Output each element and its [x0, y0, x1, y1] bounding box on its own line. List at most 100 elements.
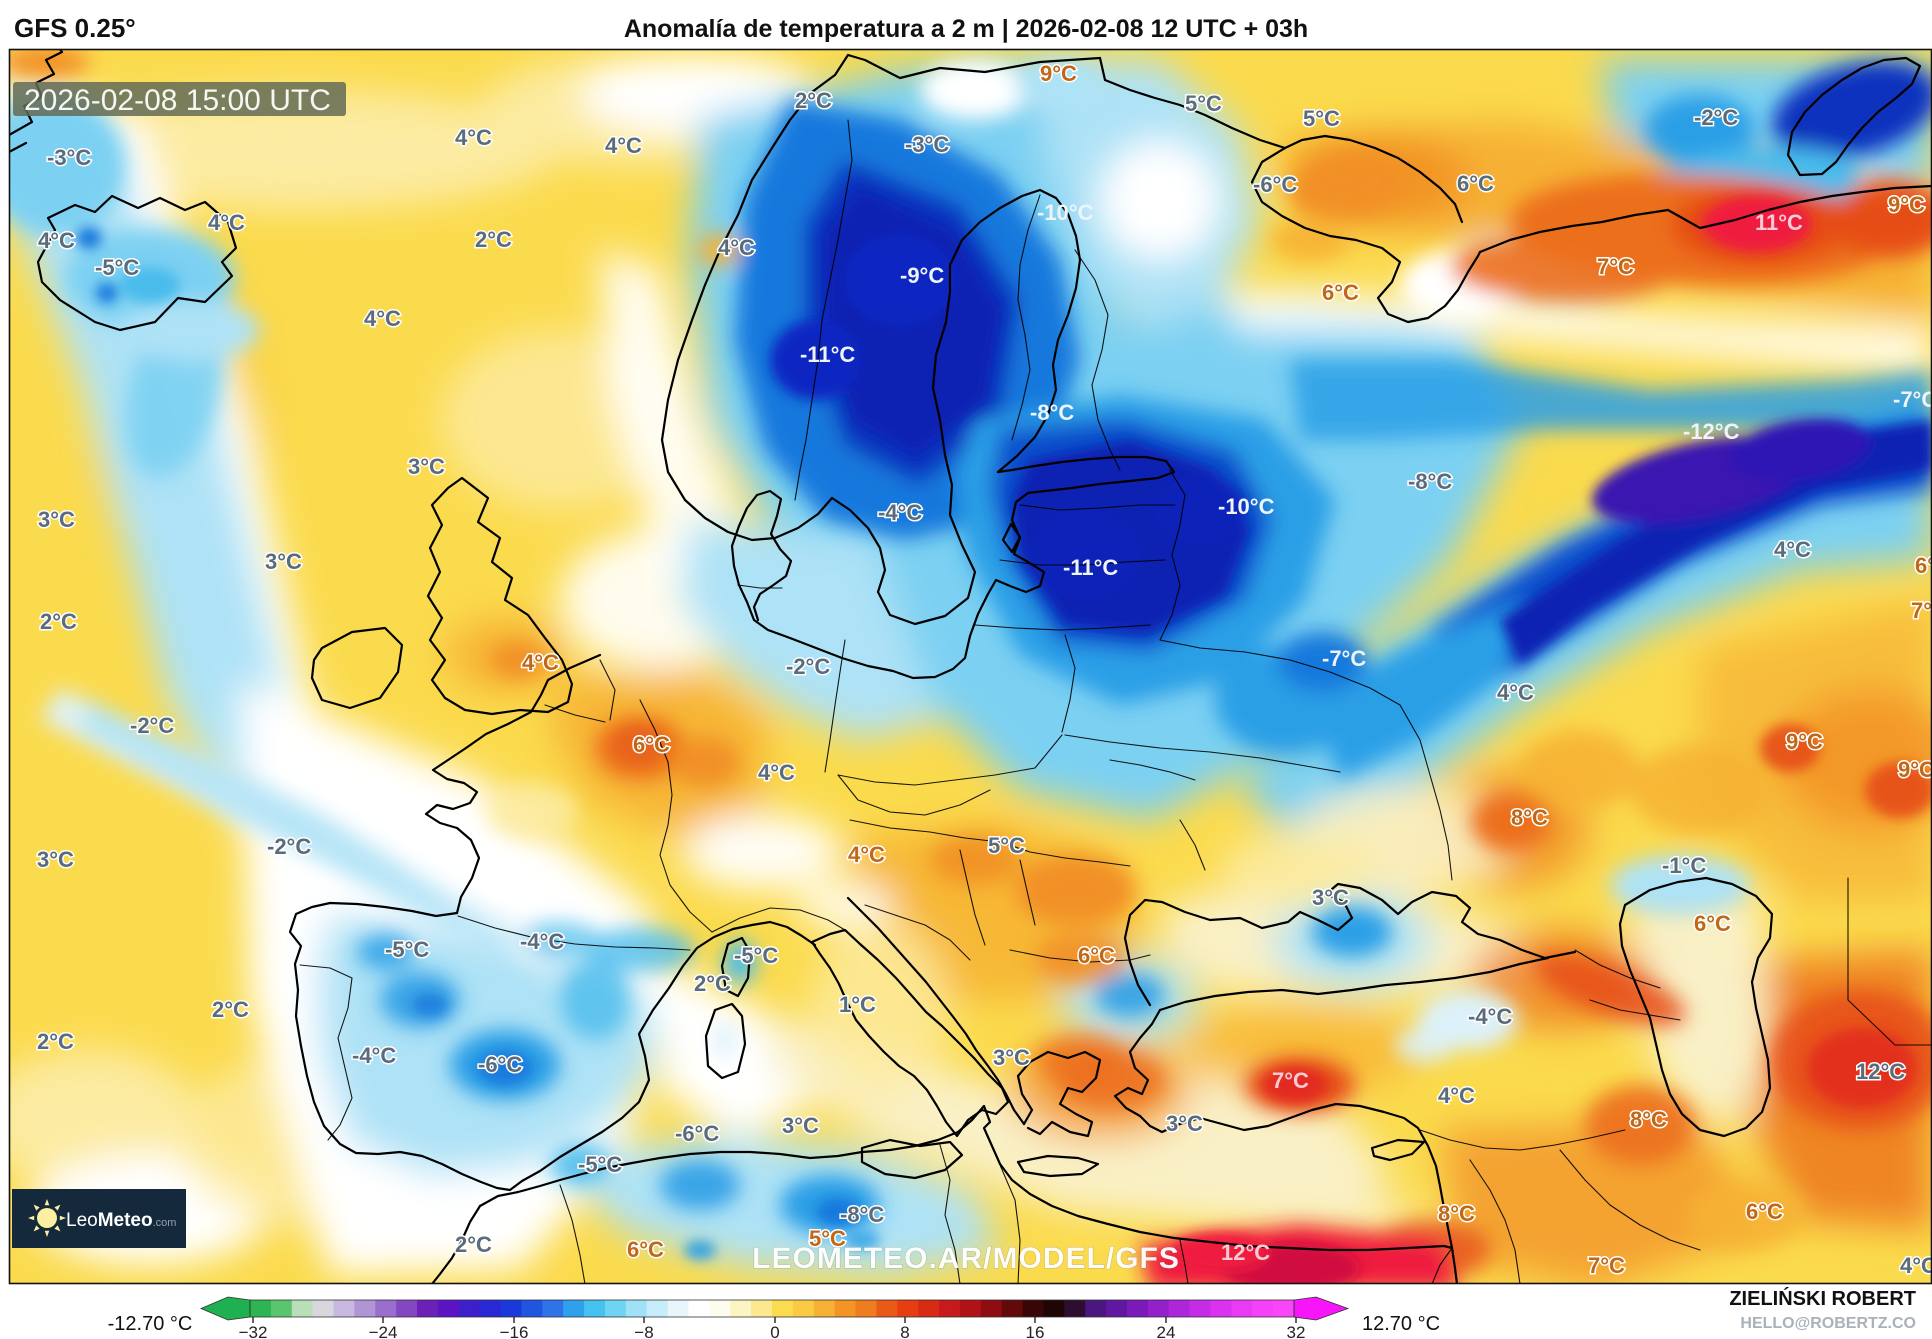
svg-text:4°C: 4°C — [364, 306, 401, 331]
svg-text:8°C: 8°C — [1630, 1107, 1667, 1132]
svg-text:12.70 °C: 12.70 °C — [1362, 1313, 1440, 1335]
svg-text:2°C: 2°C — [694, 971, 731, 996]
svg-text:4°C: 4°C — [38, 228, 75, 253]
svg-text:9°C: 9°C — [1040, 61, 1077, 86]
svg-text:6°C: 6°C — [1322, 280, 1359, 305]
svg-text:-2°C: -2°C — [267, 834, 311, 859]
svg-text:-11°C: -11°C — [800, 342, 855, 367]
svg-text:3°C: 3°C — [1312, 885, 1349, 910]
svg-text:4°C: 4°C — [522, 650, 559, 675]
svg-text:ZIELIŃSKI ROBERT: ZIELIŃSKI ROBERT — [1729, 1287, 1916, 1310]
svg-text:LeoMeteo.com: LeoMeteo.com — [66, 1210, 176, 1231]
svg-text:3°C: 3°C — [265, 549, 302, 574]
svg-text:-10°C: -10°C — [1037, 200, 1094, 225]
svg-text:3°C: 3°C — [38, 507, 75, 532]
svg-text:7°C: 7°C — [1597, 254, 1634, 279]
svg-text:8°C: 8°C — [1438, 1201, 1475, 1226]
svg-text:3°C: 3°C — [782, 1113, 819, 1138]
svg-text:-12°C: -12°C — [1683, 419, 1740, 444]
svg-text:8: 8 — [900, 1323, 909, 1339]
svg-text:2°C: 2°C — [475, 227, 512, 252]
svg-text:-2°C: -2°C — [1694, 105, 1738, 130]
svg-text:1°C: 1°C — [839, 992, 876, 1017]
svg-text:4°C: 4°C — [758, 760, 795, 785]
svg-text:6°C: 6°C — [1915, 553, 1932, 578]
svg-text:3°C: 3°C — [37, 847, 74, 872]
svg-text:4°C: 4°C — [605, 133, 642, 158]
svg-text:4°C: 4°C — [1497, 680, 1534, 705]
svg-text:-3°C: -3°C — [905, 132, 949, 157]
svg-text:LEOMETEO.AR/MODEL/GFS: LEOMETEO.AR/MODEL/GFS — [752, 1242, 1180, 1275]
svg-text:-6°C: -6°C — [675, 1121, 719, 1146]
svg-text:7°C: 7°C — [1911, 598, 1932, 623]
svg-text:3°C: 3°C — [993, 1045, 1030, 1070]
svg-text:-8°C: -8°C — [840, 1202, 884, 1227]
svg-text:4°C: 4°C — [1774, 537, 1811, 562]
svg-text:11°C: 11°C — [1755, 210, 1803, 235]
svg-text:-4°C: -4°C — [878, 500, 922, 525]
svg-text:-4°C: -4°C — [1468, 1004, 1512, 1029]
svg-text:6°C: 6°C — [1694, 911, 1731, 936]
svg-text:-11°C: -11°C — [1063, 555, 1118, 580]
svg-text:5°C: 5°C — [988, 833, 1025, 858]
svg-text:-4°C: -4°C — [352, 1043, 396, 1068]
svg-text:6°C: 6°C — [633, 732, 670, 757]
svg-text:4°C: 4°C — [1438, 1083, 1475, 1108]
svg-text:6°C: 6°C — [1457, 171, 1494, 196]
svg-text:−24: −24 — [369, 1323, 398, 1339]
svg-text:-5°C: -5°C — [734, 943, 778, 968]
svg-text:5°C: 5°C — [1303, 106, 1340, 131]
svg-text:24: 24 — [1157, 1323, 1176, 1339]
svg-text:2°C: 2°C — [40, 609, 77, 634]
svg-text:-2°C: -2°C — [130, 713, 174, 738]
svg-text:9°C: 9°C — [1888, 192, 1925, 217]
svg-text:12°C: 12°C — [1221, 1240, 1270, 1265]
svg-text:2°C: 2°C — [37, 1029, 74, 1054]
svg-text:−8: −8 — [634, 1323, 653, 1339]
svg-text:-7°C: -7°C — [1893, 387, 1932, 412]
svg-text:4°C: 4°C — [718, 235, 755, 260]
svg-text:2°C: 2°C — [795, 88, 832, 113]
svg-text:32: 32 — [1287, 1323, 1306, 1339]
svg-text:−16: −16 — [500, 1323, 529, 1339]
svg-text:5°C: 5°C — [1185, 91, 1222, 116]
svg-text:-4°C: -4°C — [520, 929, 564, 954]
svg-text:4°C: 4°C — [1900, 1253, 1932, 1278]
svg-text:2026-02-08 15:00 UTC: 2026-02-08 15:00 UTC — [24, 84, 331, 117]
svg-text:8°C: 8°C — [1511, 805, 1548, 830]
svg-text:7°C: 7°C — [1588, 1253, 1625, 1278]
svg-text:HELLO@ROBERTZ.CO: HELLO@ROBERTZ.CO — [1740, 1315, 1916, 1332]
svg-text:9°C: 9°C — [1898, 757, 1932, 782]
svg-text:−32: −32 — [239, 1323, 268, 1339]
svg-text:12°C: 12°C — [1856, 1059, 1905, 1084]
svg-text:-6°C: -6°C — [478, 1052, 522, 1077]
svg-text:5°C: 5°C — [809, 1226, 846, 1251]
svg-text:-8°C: -8°C — [1408, 469, 1452, 494]
svg-text:-5°C: -5°C — [95, 255, 139, 280]
svg-text:-2°C: -2°C — [786, 654, 830, 679]
svg-text:3°C: 3°C — [408, 454, 445, 479]
svg-text:0: 0 — [770, 1323, 779, 1339]
svg-text:-1°C: -1°C — [1662, 853, 1706, 878]
svg-text:-12.70 °C: -12.70 °C — [108, 1313, 193, 1335]
svg-text:6°C: 6°C — [627, 1237, 664, 1262]
svg-text:-5°C: -5°C — [385, 937, 429, 962]
svg-text:-8°C: -8°C — [1030, 400, 1074, 425]
svg-text:2°C: 2°C — [212, 997, 249, 1022]
svg-text:9°C: 9°C — [1786, 729, 1823, 754]
svg-text:-7°C: -7°C — [1322, 646, 1366, 671]
svg-text:4°C: 4°C — [208, 210, 245, 235]
svg-text:16: 16 — [1026, 1323, 1045, 1339]
svg-text:-6°C: -6°C — [1253, 172, 1297, 197]
svg-text:4°C: 4°C — [455, 125, 492, 150]
svg-text:4°C: 4°C — [848, 842, 885, 867]
svg-text:-9°C: -9°C — [900, 263, 944, 288]
svg-text:3°C: 3°C — [1166, 1111, 1203, 1136]
svg-text:6°C: 6°C — [1078, 943, 1115, 968]
svg-text:2°C: 2°C — [455, 1232, 492, 1257]
svg-text:GFS 0.25°: GFS 0.25° — [14, 13, 136, 43]
svg-text:6°C: 6°C — [1746, 1199, 1783, 1224]
svg-text:-10°C: -10°C — [1218, 494, 1275, 519]
svg-text:7°C: 7°C — [1272, 1068, 1309, 1093]
svg-text:Anomalía de temperatura a 2 m: Anomalía de temperatura a 2 m | 2026-02-… — [624, 15, 1308, 43]
